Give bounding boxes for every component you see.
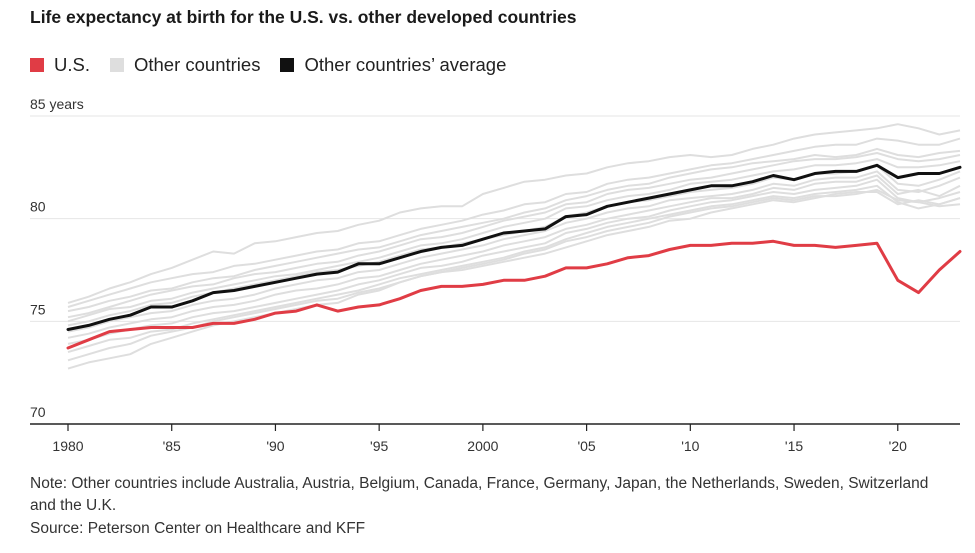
x-tick-label-2020: '20: [889, 438, 907, 454]
chart-title: Life expectancy at birth for the U.S. vs…: [30, 7, 577, 27]
legend-item-us: U.S.: [30, 54, 90, 76]
y-tick-label-75: 75: [30, 301, 46, 317]
other-country-line-4: [67, 152, 961, 319]
x-axis: 1980 '85 '90 '95 2000 '05 '10 '15 '20: [30, 423, 960, 454]
other-country-line-3: [67, 147, 961, 313]
other-country-line-10: [67, 184, 961, 354]
x-tick-label-2005: '05: [577, 438, 595, 454]
y-tick-label-70: 70: [30, 404, 46, 420]
other-country-line-2: [67, 137, 961, 308]
legend-swatch-average: [280, 58, 295, 72]
x-tick-label-1995: '95: [370, 438, 388, 454]
other-country-line-7: [67, 170, 961, 333]
legend-item-other-countries: Other countries: [109, 54, 261, 76]
x-tick-label-2015: '15: [785, 438, 803, 454]
other-country-line-1: [67, 123, 961, 304]
y-tick-label-80: 80: [30, 199, 46, 215]
other-country-line-9: [67, 178, 961, 345]
gridlines: [30, 115, 960, 322]
other-country-line-11: [67, 188, 961, 362]
other-country-line-5: [67, 158, 961, 323]
chart-source: Source: Peterson Center on Healthcare an…: [30, 520, 366, 537]
legend-swatch-other-countries: [109, 58, 124, 72]
x-tick-label-2000: 2000: [467, 438, 498, 454]
x-tick-label-2010: '10: [681, 438, 699, 454]
legend-item-average: Other countries’ average: [280, 54, 506, 76]
line-chart: 70 75 80 85 years 1980 '85 '90 '95 2000 '05 '10 '1…: [30, 96, 962, 454]
x-tick-label-1985: '85: [163, 438, 181, 454]
average-line: [66, 163, 962, 331]
other-country-line-8: [67, 174, 961, 339]
legend-label-us: U.S.: [54, 54, 90, 75]
chart-note: Note: Other countries include Australia,…: [30, 475, 929, 514]
x-tick-label-1980: 1980: [52, 438, 83, 454]
us-line: [66, 239, 962, 350]
y-tick-label-85: 85 years: [30, 96, 84, 112]
x-tick-label-1990: '90: [266, 438, 284, 454]
legend-label-average: Other countries’ average: [304, 54, 507, 75]
highlight-lines: [66, 163, 962, 350]
chart-legend: U.S. Other countries Other countries’ av…: [30, 53, 526, 77]
legend-label-other-countries: Other countries: [133, 54, 261, 75]
y-axis-tick-labels: 70 75 80 85 years: [30, 96, 84, 420]
legend-swatch-us: [30, 58, 44, 72]
